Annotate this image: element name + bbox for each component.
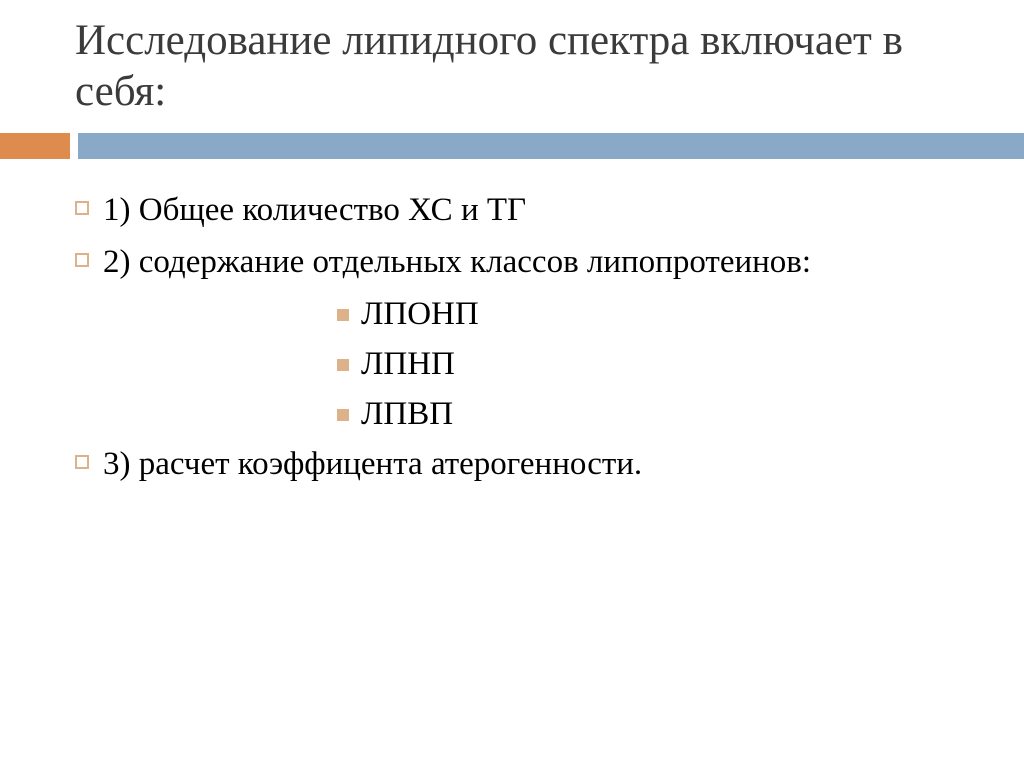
sub-list-item-text: ЛПОНП (361, 291, 479, 339)
slide: Исследование липидного спектра включает … (0, 0, 1024, 767)
sub-list-item: ЛПОНП (337, 291, 949, 339)
sub-list-item-text: ЛПНП (361, 341, 455, 389)
list-item: 3) расчет коэффицента атерогенности. (75, 441, 949, 489)
bullet-open-icon (75, 253, 89, 267)
sub-list-item: ЛПВП (337, 391, 949, 439)
sub-list: ЛПОНП ЛПНП ЛПВП (337, 291, 949, 439)
bullet-open-icon (75, 201, 89, 215)
accent-orange (0, 133, 70, 159)
main-list: 1) Общее количество ХС и ТГ 2) содержани… (75, 187, 949, 287)
list-item-text: 2) содержание отдельных классов липопрот… (103, 239, 949, 287)
bullet-open-icon (75, 455, 89, 469)
bullet-solid-icon (337, 309, 349, 321)
accent-blue (78, 133, 1024, 159)
sub-list-item: ЛПНП (337, 341, 949, 389)
title-block: Исследование липидного спектра включает … (0, 0, 1024, 127)
accent-gap (70, 133, 78, 159)
bullet-solid-icon (337, 359, 349, 371)
list-item: 1) Общее количество ХС и ТГ (75, 187, 949, 235)
bullet-solid-icon (337, 409, 349, 421)
main-list-tail: 3) расчет коэффицента атерогенности. (75, 441, 949, 489)
sub-list-item-text: ЛПВП (361, 391, 453, 439)
list-item-text: 1) Общее количество ХС и ТГ (103, 187, 949, 235)
list-item-text: 3) расчет коэффицента атерогенности. (103, 441, 949, 489)
list-item: 2) содержание отдельных классов липопрот… (75, 239, 949, 287)
accent-bar (0, 133, 1024, 159)
slide-title: Исследование липидного спектра включает … (75, 16, 949, 117)
content-area: 1) Общее количество ХС и ТГ 2) содержани… (0, 159, 1024, 488)
